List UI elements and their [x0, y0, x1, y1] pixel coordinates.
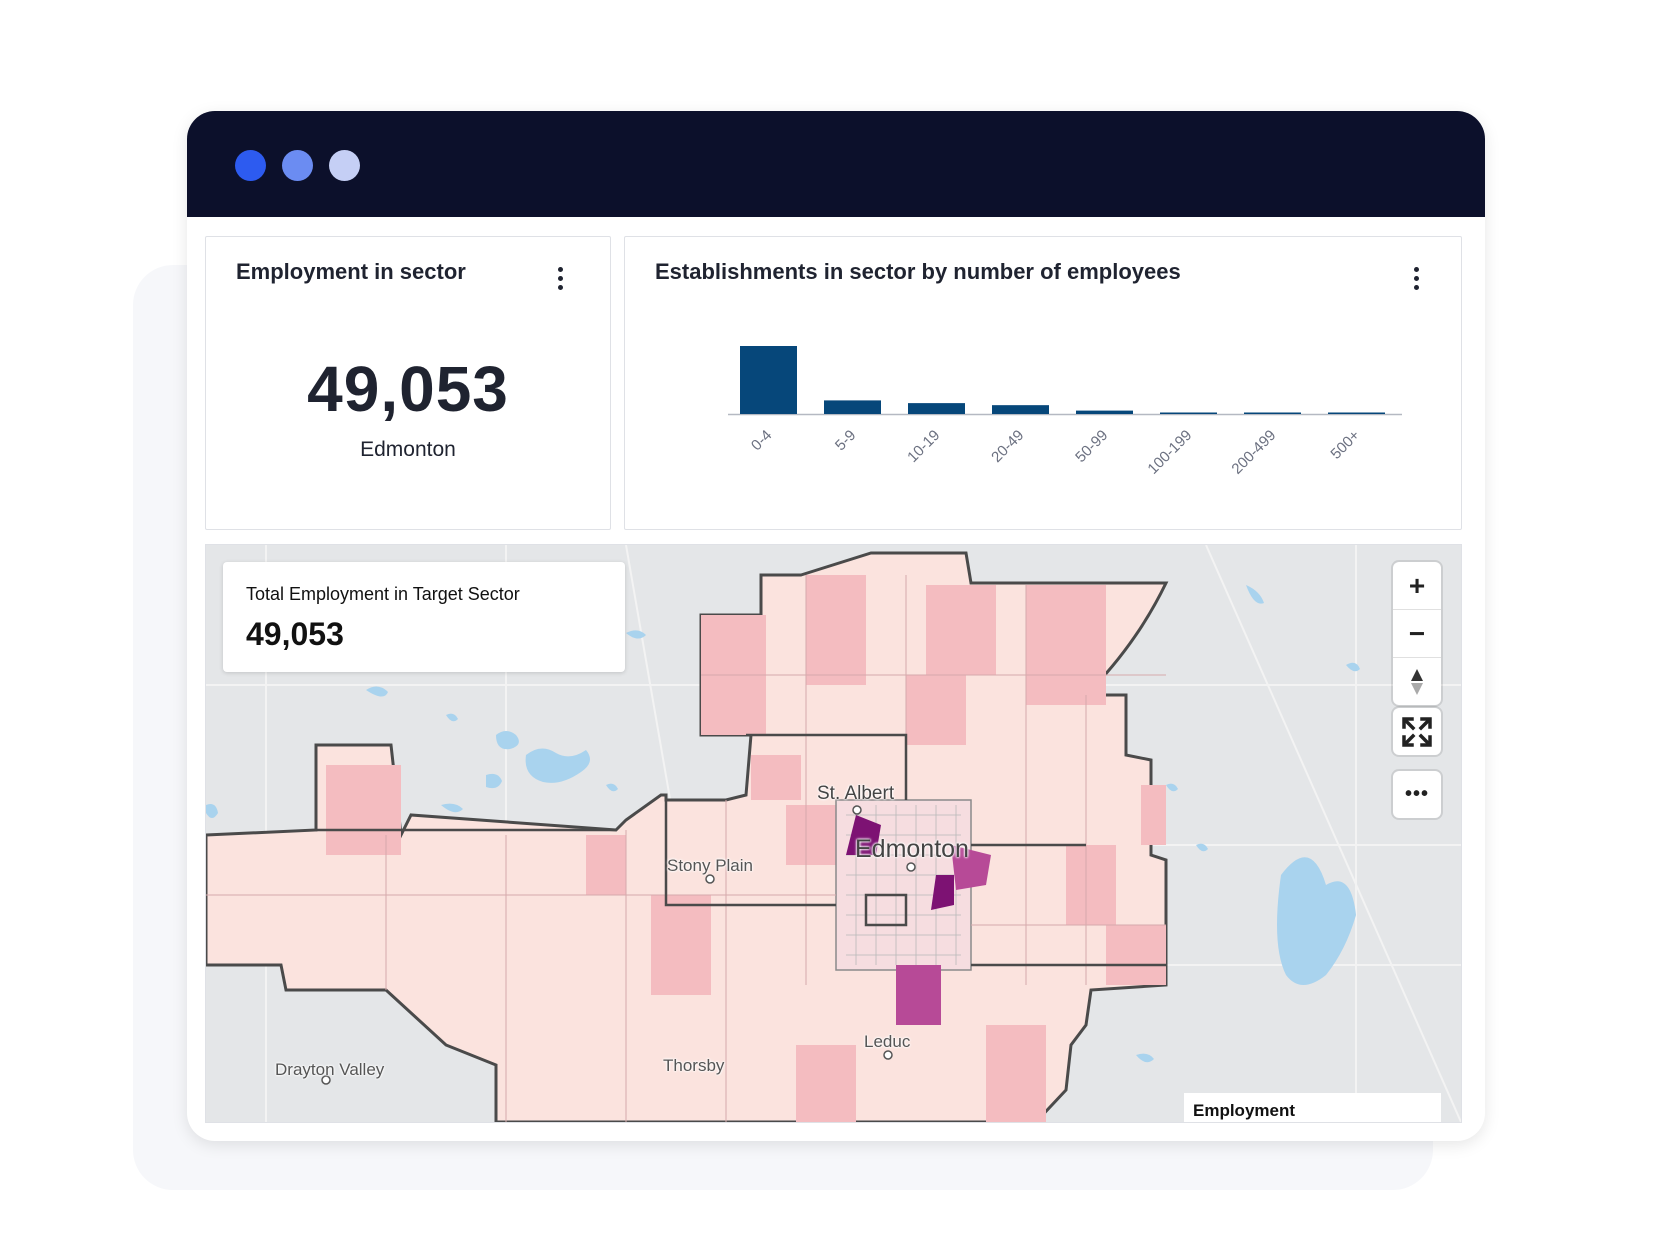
- map-info-title: Total Employment in Target Sector: [246, 584, 520, 604]
- chart-bar-0-4[interactable]: [740, 346, 797, 414]
- employment-card-menu-icon[interactable]: [550, 267, 570, 293]
- chart-tick-label: 20-49: [988, 427, 1027, 466]
- label-leduc: Leduc: [864, 1032, 911, 1051]
- water-bodies: [206, 585, 1360, 1063]
- chart-tick-label: 50-99: [1072, 427, 1111, 466]
- app-window: Employment in sector 49,053 Edmonton Est…: [187, 111, 1485, 1141]
- chart-bar-100-199[interactable]: [1160, 412, 1217, 415]
- employment-map[interactable]: St. Albert Edmonton Stony Plain Leduc Dr…: [205, 544, 1462, 1123]
- label-edmonton: Edmonton: [855, 835, 969, 863]
- zoom-in-button[interactable]: +: [1393, 562, 1441, 610]
- establishments-bar-chart: 0-4 5-9 10-19 20-49 50-99 100-199 200-499 500+: [728, 346, 1402, 478]
- fullscreen-icon: [1402, 716, 1432, 747]
- establishments-card-title: Establishments in sector by number of em…: [655, 259, 1181, 284]
- employment-location: Edmonton: [360, 438, 456, 461]
- employment-value: 49,053: [307, 353, 509, 425]
- chart-bar-10-19[interactable]: [908, 403, 965, 414]
- chart-tick-label: 500+: [1327, 427, 1363, 463]
- employment-card-title: Employment in sector: [236, 259, 466, 284]
- map-info-box: Total Employment in Target Sector 49,053: [223, 562, 625, 672]
- label-drayton-valley: Drayton Valley: [275, 1060, 385, 1079]
- employment-card: Employment in sector 49,053 Edmonton: [205, 236, 611, 530]
- map-info-value: 49,053: [246, 616, 344, 652]
- window-dot-3[interactable]: [329, 150, 360, 181]
- chart-tick-label: 5-9: [832, 427, 859, 454]
- chart-bar-20-49[interactable]: [992, 405, 1049, 414]
- establishments-card: Establishments in sector by number of em…: [624, 236, 1462, 530]
- town-markers: [321, 805, 916, 1085]
- map-navigation-controls: + −: [1393, 562, 1441, 705]
- chart-bar-500+[interactable]: [1328, 412, 1385, 415]
- more-options-button[interactable]: •••: [1404, 783, 1429, 805]
- chart-tick-label: 0-4: [748, 427, 775, 454]
- zoom-out-button[interactable]: −: [1393, 610, 1441, 658]
- label-thorsby: Thorsby: [663, 1056, 725, 1075]
- compass-icon: [1411, 668, 1423, 695]
- legend-title: Employment: [1193, 1101, 1296, 1120]
- chart-tick-label: 100-199: [1144, 427, 1195, 478]
- window-dot-1[interactable]: [235, 150, 266, 181]
- chart-bar-200-499[interactable]: [1244, 412, 1301, 415]
- label-st-albert: St. Albert: [817, 783, 895, 804]
- fullscreen-control: [1393, 708, 1441, 755]
- map-legend: Employment: [1184, 1093, 1441, 1122]
- map-canvas[interactable]: [206, 545, 1461, 1122]
- more-options-control: •••: [1393, 771, 1441, 818]
- chart-tick-label: 10-19: [904, 427, 943, 466]
- chart-bar-50-99[interactable]: [1076, 410, 1133, 414]
- edmonton-core: [835, 799, 991, 1025]
- chart-tick-label: 200-499: [1228, 427, 1279, 478]
- fullscreen-button[interactable]: [1393, 708, 1441, 755]
- label-stony-plain: Stony Plain: [667, 856, 753, 875]
- chart-bar-5-9[interactable]: [824, 400, 881, 414]
- establishments-card-menu-icon[interactable]: [1406, 267, 1426, 293]
- compass-button[interactable]: [1393, 658, 1441, 705]
- window-dot-2[interactable]: [282, 150, 313, 181]
- window-titlebar: [187, 111, 1485, 217]
